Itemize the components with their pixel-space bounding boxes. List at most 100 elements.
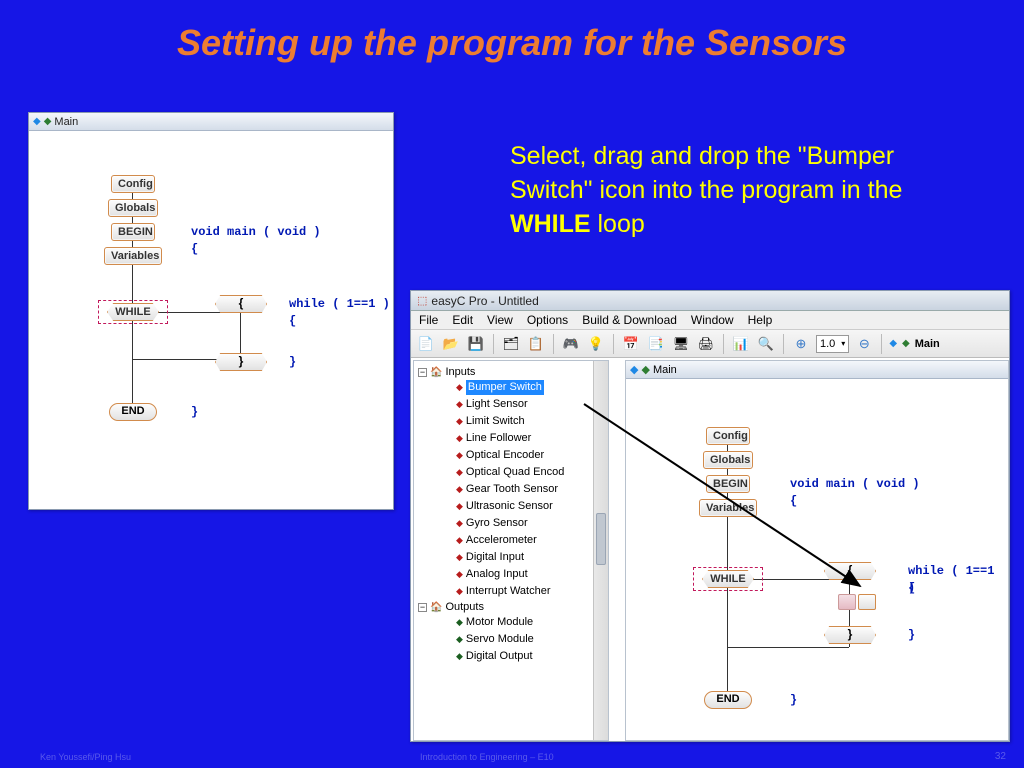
tree-item[interactable]: ◆Limit Switch <box>430 413 606 430</box>
tree-scrollbar[interactable] <box>593 361 608 740</box>
while-block[interactable]: WHILE <box>107 303 159 321</box>
drop-target[interactable] <box>838 594 856 610</box>
tree-item[interactable]: ◆Optical Quad Encod <box>430 464 606 481</box>
config-block[interactable]: Config <box>706 427 750 445</box>
diamond-icon: ◆ <box>889 338 897 349</box>
instruction-prefix: Select, drag and drop the "Bumper Switch… <box>510 142 902 204</box>
tree-item[interactable]: ◆Optical Encoder <box>430 447 606 464</box>
tree-item[interactable]: ◆Line Follower <box>430 430 606 447</box>
bullet-icon: ◆ <box>456 632 463 647</box>
menu-view[interactable]: View <box>487 313 513 327</box>
bullet-icon: ◆ <box>456 482 463 497</box>
code-wopen: { <box>289 313 296 330</box>
menu-options[interactable]: Options <box>527 313 568 327</box>
end-block[interactable]: END <box>109 403 157 421</box>
tree-item[interactable]: ◆Accelerometer <box>430 532 606 549</box>
tree-item-bumper-switch[interactable]: ◆Bumper Switch <box>430 379 606 396</box>
instruction-text: Select, drag and drop the "Bumper Switch… <box>510 140 980 241</box>
code-while: while ( 1==1 ) <box>289 296 390 313</box>
collapse-icon[interactable]: − <box>418 603 427 612</box>
diamond-icon: ◆ <box>630 363 638 376</box>
tool-4-icon[interactable]: 💡 <box>586 334 606 354</box>
variables-block[interactable]: Variables <box>104 247 162 265</box>
tool-5-icon[interactable]: 📅 <box>621 334 641 354</box>
diamond-icon: ◆ <box>33 116 41 127</box>
menu-bar: File Edit View Options Build & Download … <box>411 311 1009 330</box>
bullet-icon: ◆ <box>456 584 463 599</box>
bullet-icon: ◆ <box>456 533 463 548</box>
code-main-sig: void main ( void ) <box>790 476 920 493</box>
bullet-icon: ◆ <box>456 550 463 565</box>
globals-block[interactable]: Globals <box>703 451 753 469</box>
tool-6-icon[interactable]: 📑 <box>646 334 666 354</box>
footer-center: Introduction to Engineering – E10 <box>420 752 554 762</box>
bullet-icon: ◆ <box>456 465 463 480</box>
app-icon: ⬚ <box>417 294 427 307</box>
open-brace-block[interactable]: { <box>824 562 876 580</box>
inner-main-panel: ◆◆ Main Config Globals BEGIN Variables W… <box>625 360 1009 741</box>
bullet-icon: ◆ <box>456 567 463 582</box>
instruction-bold: WHILE <box>510 210 591 238</box>
zoom-value[interactable]: 1.0▾ <box>816 335 849 353</box>
window1-title-bar: ◆◆ Main <box>29 113 393 131</box>
bullet-icon: ◆ <box>456 397 463 412</box>
save-icon[interactable]: 💾 <box>466 334 486 354</box>
tool-2-icon[interactable]: 📋 <box>526 334 546 354</box>
controller-icon[interactable]: 🎮 <box>561 334 581 354</box>
tree-item[interactable]: ◆Light Sensor <box>430 396 606 413</box>
tree-item[interactable]: ◆Digital Output <box>430 648 606 665</box>
code-main-sig: void main ( void ) <box>191 224 321 241</box>
code-wclose: } <box>908 627 915 644</box>
globals-block[interactable]: Globals <box>108 199 158 217</box>
menu-file[interactable]: File <box>419 313 438 327</box>
window1-title: Main <box>54 116 78 128</box>
end-block[interactable]: END <box>704 691 752 709</box>
function-tree-panel: − 🏠 Inputs ◆Bumper Switch ◆Light Sensor … <box>413 360 609 741</box>
open-brace-block[interactable]: { <box>215 295 267 313</box>
collapse-icon[interactable]: − <box>418 368 427 377</box>
tree-item[interactable]: ◆Gyro Sensor <box>430 515 606 532</box>
variables-block[interactable]: Variables <box>699 499 757 517</box>
new-file-icon[interactable]: 📄 <box>416 334 436 354</box>
menu-window[interactable]: Window <box>691 313 734 327</box>
zoom-in-icon[interactable]: ⊕ <box>791 334 811 354</box>
menu-help[interactable]: Help <box>748 313 773 327</box>
house-icon: 🏠 <box>430 602 442 613</box>
code-open: { <box>191 241 198 258</box>
code-open: { <box>790 493 797 510</box>
close-brace-block[interactable]: } <box>824 626 876 644</box>
main-window-1: ◆◆ Main Config Globals BEGIN Variables W… <box>28 112 394 510</box>
tree-root-inputs[interactable]: − 🏠 Inputs <box>418 366 606 378</box>
tool-1-icon[interactable]: 🗂 <box>501 334 521 354</box>
tree-item[interactable]: ◆Servo Module <box>430 631 606 648</box>
open-folder-icon[interactable]: 📂 <box>441 334 461 354</box>
house-icon: 🏠 <box>430 367 442 378</box>
zoom-out-icon[interactable]: ⊖ <box>854 334 874 354</box>
tree-root-outputs[interactable]: − 🏠 Outputs <box>418 601 606 613</box>
tool-9-icon[interactable]: 📊 <box>731 334 751 354</box>
tree-item[interactable]: ◆Ultrasonic Sensor <box>430 498 606 515</box>
main-tab-label[interactable]: Main <box>915 338 940 350</box>
tree-item[interactable]: ◆Gear Tooth Sensor <box>430 481 606 498</box>
slide-title: Setting up the program for the Sensors <box>0 0 1024 64</box>
while-block[interactable]: WHILE <box>702 570 754 588</box>
tool-7-icon[interactable]: 🖥 <box>671 334 691 354</box>
bullet-icon: ◆ <box>456 649 463 664</box>
tool-8-icon[interactable]: 🖨 <box>696 334 716 354</box>
bullet-icon: ◆ <box>456 615 463 630</box>
footer-left: Ken Youssefi/Ping Hsu <box>40 752 131 762</box>
tree-item[interactable]: ◆Digital Input <box>430 549 606 566</box>
tree-item[interactable]: ◆Interrupt Watcher <box>430 583 606 600</box>
tool-10-icon[interactable]: 🔍 <box>756 334 776 354</box>
easyc-window: ⬚ easyC Pro - Untitled File Edit View Op… <box>410 290 1010 742</box>
tree-item[interactable]: ◆Motor Module <box>430 614 606 631</box>
drop-target[interactable] <box>858 594 876 610</box>
tree-item[interactable]: ◆Analog Input <box>430 566 606 583</box>
begin-block[interactable]: BEGIN <box>111 223 155 241</box>
begin-block[interactable]: BEGIN <box>706 475 750 493</box>
inner-main-title-bar: ◆◆ Main <box>626 361 1008 379</box>
close-brace-block[interactable]: } <box>215 353 267 371</box>
menu-build[interactable]: Build & Download <box>582 313 677 327</box>
config-block[interactable]: Config <box>111 175 155 193</box>
menu-edit[interactable]: Edit <box>452 313 473 327</box>
